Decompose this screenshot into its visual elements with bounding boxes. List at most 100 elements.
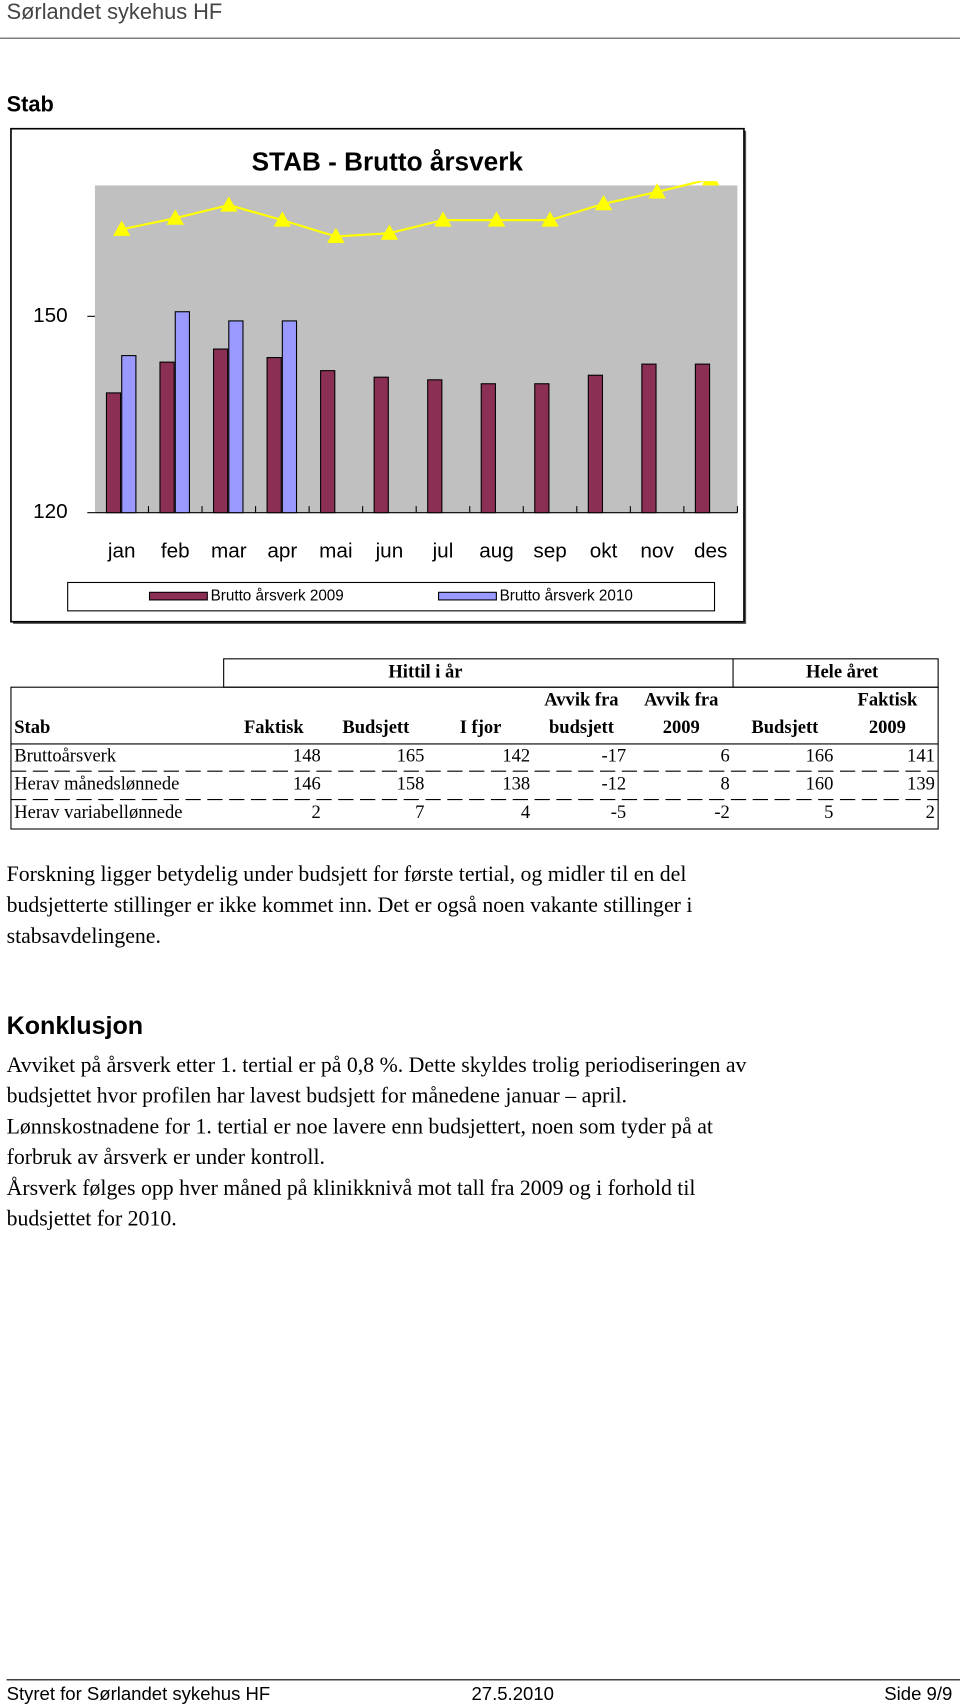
marker bbox=[701, 181, 720, 186]
column-header: Avvik fra bbox=[544, 690, 618, 711]
legend-label: Brutto årsverk 2010 bbox=[500, 588, 633, 605]
table-cell: 139 bbox=[907, 774, 935, 795]
marker bbox=[112, 220, 131, 236]
marker bbox=[648, 183, 666, 199]
table-cell: 166 bbox=[806, 745, 834, 766]
bar bbox=[587, 374, 604, 514]
table-cell: -12 bbox=[601, 774, 626, 795]
marker bbox=[487, 211, 506, 227]
paragraph-line: budsjettet hvor profilen har lavest buds… bbox=[7, 1084, 627, 1108]
x-tick-label: jul bbox=[432, 539, 454, 562]
x-tick-label: sep bbox=[533, 539, 566, 562]
marker bbox=[166, 209, 184, 225]
x-tick-label: nov bbox=[640, 539, 674, 562]
x-tick-label: feb bbox=[161, 539, 190, 562]
column-header: Budsjett bbox=[342, 717, 410, 738]
legend-swatch bbox=[148, 591, 208, 601]
table-cell: 142 bbox=[502, 745, 530, 766]
group-header: Hittil i år bbox=[388, 661, 462, 682]
bar bbox=[174, 311, 190, 514]
x-tick-label: aug bbox=[479, 539, 514, 562]
table-cell: 148 bbox=[293, 745, 321, 766]
paragraph-line: Avviket på årsverk etter 1. tertial er p… bbox=[7, 1053, 747, 1077]
x-tick-label: okt bbox=[590, 539, 618, 562]
table-frame bbox=[10, 686, 939, 830]
bar bbox=[281, 320, 298, 514]
legend-label: Brutto årsverk 2009 bbox=[211, 588, 344, 605]
section-title: Stab bbox=[7, 92, 54, 117]
line bbox=[121, 181, 707, 238]
table-cell: 6 bbox=[721, 745, 730, 766]
table-cell: -17 bbox=[601, 745, 626, 766]
column-header: Stab bbox=[14, 717, 50, 738]
bar bbox=[480, 383, 496, 514]
marker bbox=[273, 211, 292, 227]
table-cell: 2 bbox=[311, 802, 320, 823]
paragraph-line: budsjettet for 2010. bbox=[7, 1207, 177, 1231]
row-label: Herav månedslønnede bbox=[14, 774, 179, 795]
header-title: Sørlandet sykehus HF bbox=[7, 0, 223, 24]
table-cell: 4 bbox=[521, 802, 530, 823]
table-cell: 8 bbox=[721, 774, 730, 795]
legend-swatch bbox=[438, 591, 497, 601]
bar bbox=[320, 370, 336, 514]
table-cell: 7 bbox=[415, 802, 424, 823]
bar bbox=[121, 355, 137, 514]
marker bbox=[327, 227, 345, 244]
chart-title: STAB - Brutto årsverk bbox=[252, 147, 524, 177]
paragraph-line: budsjetterte stillinger er ikke kommet i… bbox=[7, 893, 693, 917]
x-tick-label: mai bbox=[319, 539, 352, 562]
bar bbox=[105, 392, 122, 514]
column-header: Avvik fra bbox=[644, 690, 718, 711]
bar bbox=[427, 379, 443, 514]
bar bbox=[159, 361, 175, 514]
bar bbox=[228, 320, 244, 514]
table-cell: 165 bbox=[397, 745, 425, 766]
table-cell: 5 bbox=[824, 802, 833, 823]
x-tick-label: jun bbox=[375, 539, 404, 562]
bar bbox=[212, 348, 229, 514]
marker bbox=[220, 196, 238, 212]
paragraph-line: Lønnskostnadene for 1. tertial er noe la… bbox=[7, 1114, 713, 1138]
bar bbox=[641, 363, 657, 514]
x-tick-label: mar bbox=[211, 539, 247, 562]
column-header: I fjor bbox=[460, 717, 502, 738]
bar bbox=[694, 363, 711, 514]
footer-center: 27.5.2010 bbox=[471, 1683, 553, 1704]
column-header: 2009 bbox=[663, 717, 700, 738]
x-tick-label: jan bbox=[107, 539, 136, 562]
bar bbox=[266, 357, 282, 514]
footer-right: Side 9/9 bbox=[884, 1683, 952, 1704]
table-cell: -5 bbox=[611, 802, 626, 823]
y-tick-label: 120 bbox=[33, 500, 68, 523]
table-group-header bbox=[223, 658, 939, 688]
paragraph-line: Årsverk følges opp hver måned på klinikk… bbox=[7, 1176, 696, 1200]
table-cell: 2 bbox=[926, 802, 935, 823]
group-header: Hele året bbox=[806, 661, 879, 682]
paragraph-line: stabsavdelingene. bbox=[7, 924, 161, 948]
marker bbox=[380, 224, 399, 240]
column-header: Budsjett bbox=[751, 717, 819, 738]
paragraph-line: forbruk av årsverk er under kontroll. bbox=[7, 1145, 325, 1169]
column-header: Faktisk bbox=[244, 717, 304, 738]
table-cell: 141 bbox=[907, 745, 935, 766]
table-cell: 138 bbox=[502, 774, 530, 795]
paragraph-line: Forskning ligger betydelig under budsjet… bbox=[7, 862, 687, 886]
marker bbox=[541, 211, 559, 227]
table-cell: 160 bbox=[806, 774, 834, 795]
marker bbox=[594, 195, 613, 211]
plot-area bbox=[94, 185, 738, 513]
row-label: Bruttoårsverk bbox=[14, 745, 117, 766]
table-cell: 158 bbox=[397, 774, 425, 795]
x-tick-label: des bbox=[694, 539, 727, 562]
bar bbox=[373, 376, 389, 514]
bar bbox=[534, 383, 550, 514]
column-header: Faktisk bbox=[858, 690, 918, 711]
line-group bbox=[112, 181, 720, 244]
column-header: budsjett bbox=[549, 717, 615, 738]
row-label: Herav variabellønnede bbox=[14, 802, 182, 823]
x-tick-label: apr bbox=[267, 539, 297, 562]
y-tick-label: 150 bbox=[33, 304, 68, 327]
